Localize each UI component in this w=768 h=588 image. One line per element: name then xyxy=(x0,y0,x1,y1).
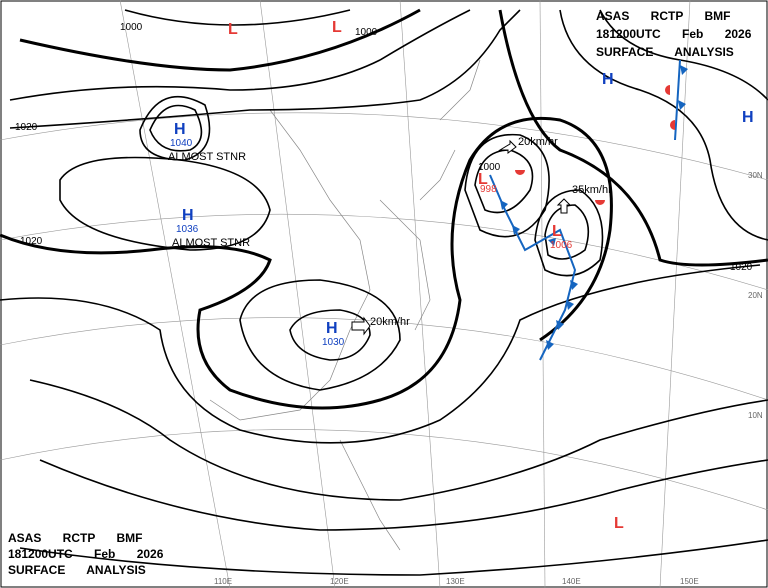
high-symbol: H xyxy=(326,320,338,337)
footer: ASAS RCTP BMF 181200UTC Feb 2026 SURFACE… xyxy=(8,531,164,577)
lat-label: 10N xyxy=(748,411,763,420)
lat-label: 20N xyxy=(748,291,763,300)
motion-note: ALMOST STNR xyxy=(172,237,250,249)
low-symbol: L xyxy=(478,171,488,188)
high-symbol: H xyxy=(742,109,754,126)
center-value: 998 xyxy=(480,184,497,195)
low-symbol: L xyxy=(552,223,562,240)
motion-note: 35km/hr xyxy=(572,184,612,196)
header: ASAS RCTP BMF 181200UTC Feb 2026 SURFACE… xyxy=(596,9,752,59)
isobar-label: 1020 xyxy=(20,236,43,247)
motion-note: 20km/hr xyxy=(370,316,410,328)
center-value: 1040 xyxy=(170,138,193,149)
header-line: SURFACE ANALYSIS xyxy=(596,45,734,59)
lon-label: 130E xyxy=(446,577,465,586)
motion-arrows xyxy=(351,139,572,336)
isobar-label: 1020 xyxy=(15,122,38,133)
fronts xyxy=(489,59,688,361)
annotations: ALMOST STNR ALMOST STNR 20km/hr 20km/hr … xyxy=(168,136,612,336)
high-symbol: H xyxy=(182,207,194,224)
footer-line: 181200UTC Feb 2026 xyxy=(8,547,164,561)
center-value: 1030 xyxy=(322,337,345,348)
high-symbol: H xyxy=(602,71,614,88)
low-symbol: L xyxy=(332,19,342,36)
lon-label: 140E xyxy=(562,577,581,586)
center-value: 1006 xyxy=(550,240,573,251)
motion-note: 20km/hr xyxy=(518,136,558,148)
low-symbol: L xyxy=(228,21,238,38)
lat-label: 30N xyxy=(748,171,763,180)
lon-label: 120E xyxy=(330,577,349,586)
lon-label: 150E xyxy=(680,577,699,586)
header-line: 181200UTC Feb 2026 xyxy=(596,27,752,41)
grid-labels: 30N 20N 10N 110E 120E 130E 140E 150E xyxy=(214,171,763,586)
motion-note: ALMOST STNR xyxy=(168,151,246,163)
isobar-label: 1000 xyxy=(120,22,143,33)
pressure-centers: H 1040 H 1036 H 1030 L 998 L 1006 L L L … xyxy=(170,19,754,532)
isobar-labels: 1000 1000 1020 1020 1020 1000 xyxy=(15,22,753,273)
high-symbol: H xyxy=(174,121,186,138)
footer-line: ASAS RCTP BMF xyxy=(8,531,142,545)
coastlines xyxy=(209,59,481,551)
footer-line: SURFACE ANALYSIS xyxy=(8,563,146,577)
low-symbol: L xyxy=(614,515,624,532)
isobar-label: 1000 xyxy=(355,27,378,38)
center-value: 1036 xyxy=(176,224,199,235)
lon-label: 110E xyxy=(214,577,232,586)
isobar-label: 1020 xyxy=(730,262,753,273)
header-line: ASAS RCTP BMF xyxy=(596,9,730,23)
isobar-label: 1000 xyxy=(478,162,501,173)
